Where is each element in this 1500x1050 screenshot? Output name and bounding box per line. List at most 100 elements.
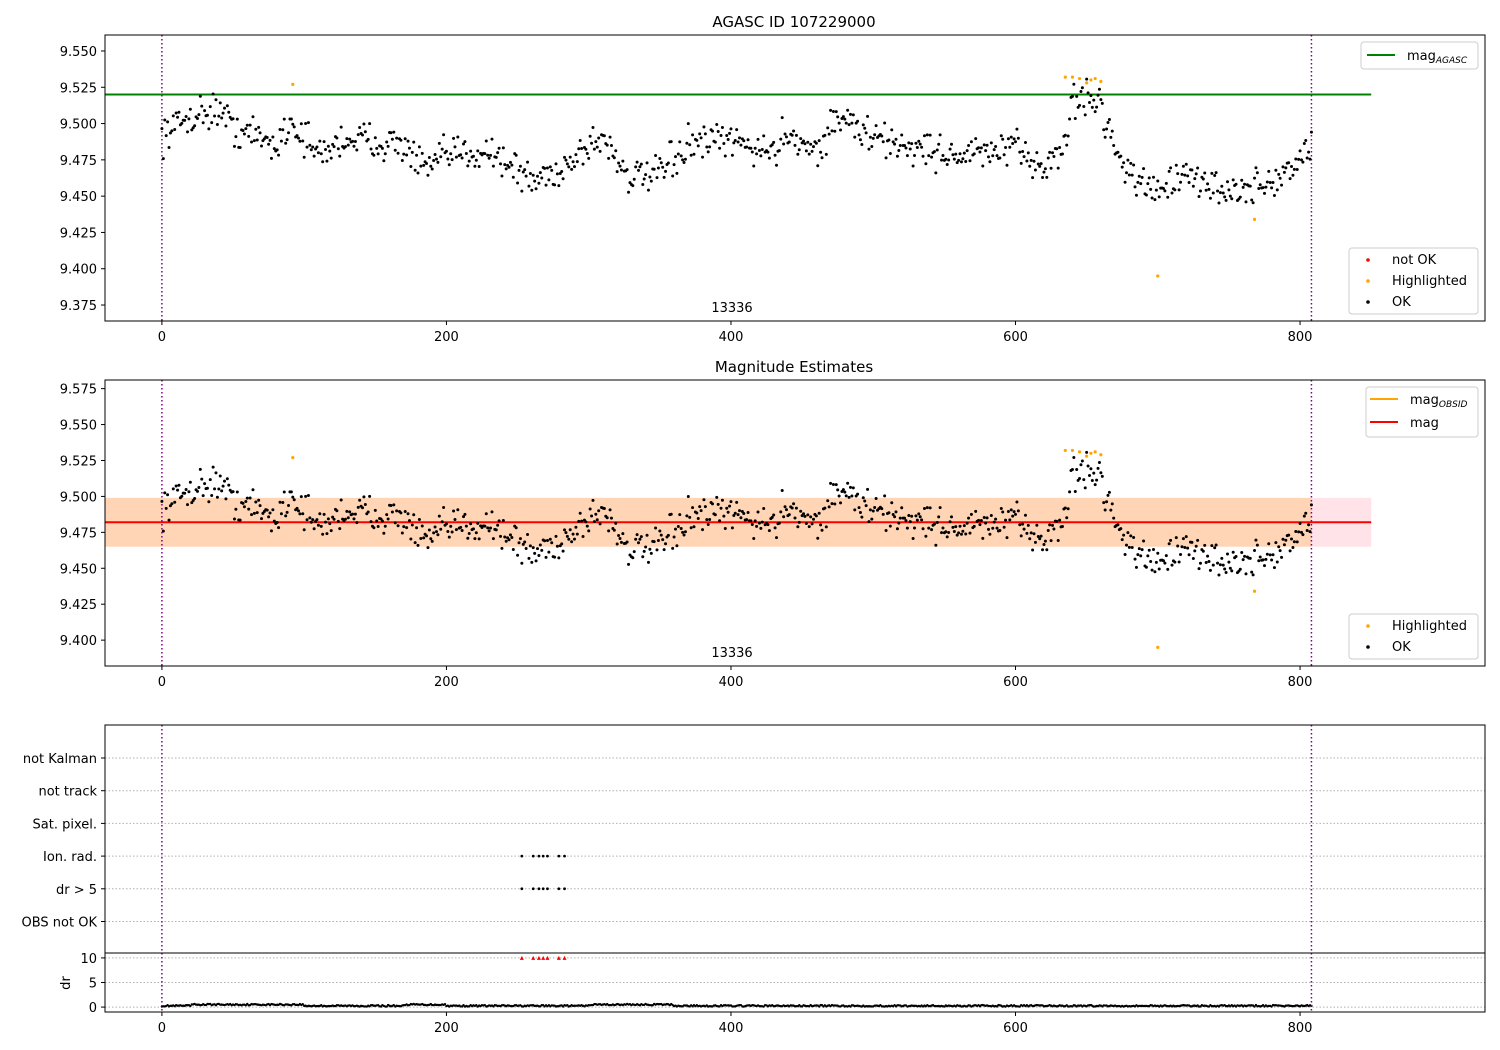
data-point-ok	[658, 529, 662, 533]
data-point-ok	[1051, 523, 1055, 527]
data-point-ok	[607, 529, 611, 533]
data-point-ok	[545, 538, 549, 542]
data-point-ok	[471, 154, 475, 158]
data-point-ok	[654, 153, 658, 157]
data-point-ok	[174, 484, 178, 488]
data-point-ok	[1073, 489, 1077, 493]
data-point-ok	[1166, 195, 1170, 199]
data-point-ok	[592, 147, 596, 151]
data-point-ok	[1186, 546, 1190, 550]
data-point-ok	[874, 496, 878, 500]
data-point-ok	[223, 479, 227, 483]
data-point-ok	[221, 111, 225, 115]
data-point-ok	[999, 507, 1003, 511]
data-point-ok	[564, 158, 568, 162]
data-point-ok	[1119, 154, 1123, 158]
data-point-ok	[571, 532, 575, 536]
data-point-ok	[935, 521, 939, 525]
data-point-ok	[868, 508, 872, 512]
panel-2-frame	[104, 379, 1486, 667]
data-point-ok	[716, 502, 720, 506]
data-point-ok	[1039, 534, 1043, 538]
data-point-ok	[598, 522, 602, 526]
data-point-ok	[555, 172, 559, 176]
data-point-ok	[486, 526, 490, 530]
data-point-ok	[595, 518, 599, 522]
data-point-ok	[1291, 173, 1295, 177]
data-point-ok	[1308, 530, 1312, 534]
data-point-ok	[376, 524, 380, 528]
data-point-ok	[989, 514, 993, 518]
data-point-ok	[783, 505, 787, 509]
data-point-ok	[514, 153, 518, 157]
data-point-ok	[467, 532, 471, 536]
data-point-highlighted	[1063, 448, 1067, 453]
data-point-ok	[375, 146, 379, 150]
data-point-ok	[277, 526, 281, 530]
data-point-ok	[487, 156, 491, 160]
data-point-ok	[1309, 130, 1313, 134]
data-point-ok	[986, 527, 990, 531]
data-point-ok	[1297, 530, 1301, 534]
data-point-ok	[160, 127, 164, 131]
data-point-ok	[669, 140, 673, 144]
data-point-ok	[372, 526, 376, 530]
data-point-ok	[698, 132, 702, 136]
data-point-ok	[301, 512, 305, 516]
data-point-ok	[752, 164, 756, 168]
data-point-highlighted	[1093, 76, 1097, 81]
data-point-ok	[500, 174, 504, 178]
data-point-highlighted	[1093, 450, 1097, 454]
data-point-ok	[1257, 186, 1261, 190]
data-point-ok	[429, 164, 433, 168]
data-point-ok	[193, 124, 197, 128]
data-point-ok	[827, 132, 831, 136]
data-point-ok	[746, 138, 750, 142]
data-point-ok	[524, 546, 528, 550]
data-point-ok	[814, 141, 818, 145]
data-point-ok	[180, 494, 184, 498]
data-point-ok	[1031, 548, 1035, 552]
data-point-ok	[496, 523, 500, 527]
data-point-ok	[656, 166, 660, 170]
data-point-ok	[351, 139, 355, 143]
data-point-ok	[713, 513, 717, 517]
data-point-ok	[619, 540, 623, 544]
data-point-ok	[1122, 533, 1126, 537]
data-point-ok	[639, 535, 643, 539]
data-point-ok	[329, 156, 333, 160]
data-point-ok	[214, 98, 218, 102]
data-point-ok	[277, 153, 281, 157]
data-point-ok	[1058, 145, 1062, 149]
data-point-ok	[467, 159, 471, 163]
data-point-ok	[823, 133, 827, 137]
data-point-ok	[930, 155, 934, 159]
data-point-ok	[369, 520, 373, 524]
data-point-ok	[908, 147, 912, 151]
data-point-ok	[646, 560, 650, 564]
data-point-ok	[474, 531, 478, 535]
data-point-ok	[1086, 464, 1090, 468]
data-point-ok	[738, 136, 742, 140]
data-point-ok	[1073, 117, 1077, 121]
data-point-ok	[1018, 150, 1022, 154]
data-point-ok	[403, 509, 407, 513]
data-point-ok	[200, 104, 204, 108]
data-point-ok	[1224, 570, 1228, 574]
data-point-ok	[1305, 156, 1309, 160]
data-point-ok	[834, 110, 838, 114]
data-point-ok	[446, 157, 450, 161]
data-point-ok	[1042, 170, 1046, 174]
data-point-ok	[1063, 506, 1067, 510]
data-point-ok	[427, 528, 431, 532]
data-point-ok	[1133, 557, 1137, 561]
data-point-ok	[305, 518, 309, 522]
data-point-ok	[413, 541, 417, 545]
data-point-ok	[903, 516, 907, 520]
data-point-ok	[699, 509, 703, 513]
data-point-ok	[312, 154, 316, 158]
data-point-ok	[1198, 189, 1202, 193]
data-point-ok	[474, 158, 478, 162]
data-point-ok	[974, 137, 978, 141]
data-point-ok	[900, 133, 904, 137]
